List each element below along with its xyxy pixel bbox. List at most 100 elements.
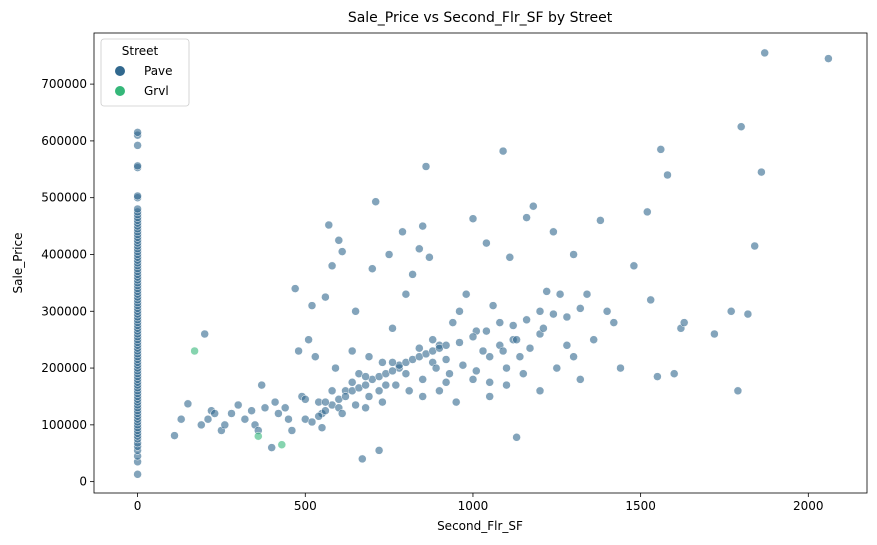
data-point [381,380,391,390]
data-point [505,253,515,262]
data-point [307,417,317,427]
plot-area [133,48,833,479]
data-point [679,318,689,327]
x-tick-label: 1000 [458,499,489,513]
data-point [277,440,287,449]
data-point [133,161,142,171]
data-point [478,346,488,356]
data-point [669,369,679,378]
data-point [472,366,481,376]
data-point [240,414,250,424]
data-point [133,191,142,201]
data-point [378,358,387,367]
data-point [133,470,142,479]
data-point [304,335,313,344]
data-point [170,431,179,440]
data-point [290,284,300,293]
data-point [596,216,605,225]
y-tick-label: 100000 [41,418,87,432]
data-point [418,221,427,231]
y-tick-label: 300000 [41,304,87,318]
data-point [482,238,491,248]
data-point [401,289,411,299]
data-point [210,409,219,418]
data-point [321,406,330,415]
data-point [200,329,209,339]
x-axis-label: Second_Flr_SF [437,519,523,533]
data-point [334,236,344,245]
data-point [374,386,384,396]
data-point [522,315,531,325]
data-point [321,292,330,302]
data-point [726,307,736,316]
x-axis: 0 500 1000 1500 2000 [134,493,824,513]
data-point [495,318,505,327]
data-point [589,335,598,344]
data-point [341,392,350,401]
data-point [602,307,612,316]
data-point [529,201,538,211]
data-point [351,307,360,316]
data-point [525,343,535,353]
data-point [646,295,655,305]
data-point [378,397,387,407]
data-point [227,409,236,418]
data-point [498,146,508,156]
legend-marker-grvl [115,86,125,96]
data-point [371,197,380,206]
data-point [294,346,303,356]
data-point [270,397,280,407]
data-point [284,414,293,424]
series-grvl [190,346,287,449]
plot-frame [93,32,868,494]
y-axis-label: Sale_Price [11,233,25,294]
data-point [616,363,625,373]
data-point [431,363,441,373]
data-point [133,128,142,137]
data-point [441,378,451,387]
data-point [415,343,424,353]
data-point [361,380,370,390]
data-point [750,241,759,251]
data-point [408,270,417,279]
data-point [327,261,337,271]
data-point [347,346,357,356]
legend-title: Street [122,44,159,58]
data-point [482,326,491,336]
x-tick-label: 500 [294,499,317,513]
data-point [190,346,199,356]
data-point [183,399,193,409]
data-point [425,253,434,262]
data-point [458,360,468,370]
data-point [233,400,243,410]
data-point [445,369,454,378]
data-point [485,378,494,387]
data-point [257,380,266,390]
legend-marker-pave [115,66,125,76]
data-point [562,312,572,322]
data-point [512,433,521,442]
data-point [502,363,511,373]
legend-label-grvl: Grvl [144,84,169,98]
data-point [388,366,397,376]
data-point [220,420,230,430]
data-point [569,250,578,259]
data-point [301,395,310,404]
data-point [656,145,666,154]
data-point [535,307,545,316]
data-point [757,167,766,177]
data-point [468,375,478,384]
data-point [307,301,317,310]
data-point [512,335,521,344]
data-point [311,352,320,361]
chart-title: Sale_Price vs Second_Flr_SF by Street [348,10,613,26]
data-point [321,397,330,407]
data-point [498,346,508,356]
data-point [539,324,548,333]
data-point [549,227,558,237]
data-point [455,307,464,316]
data-point [391,380,401,390]
data-point [468,332,478,342]
data-point [441,341,451,350]
data-point [388,324,397,333]
